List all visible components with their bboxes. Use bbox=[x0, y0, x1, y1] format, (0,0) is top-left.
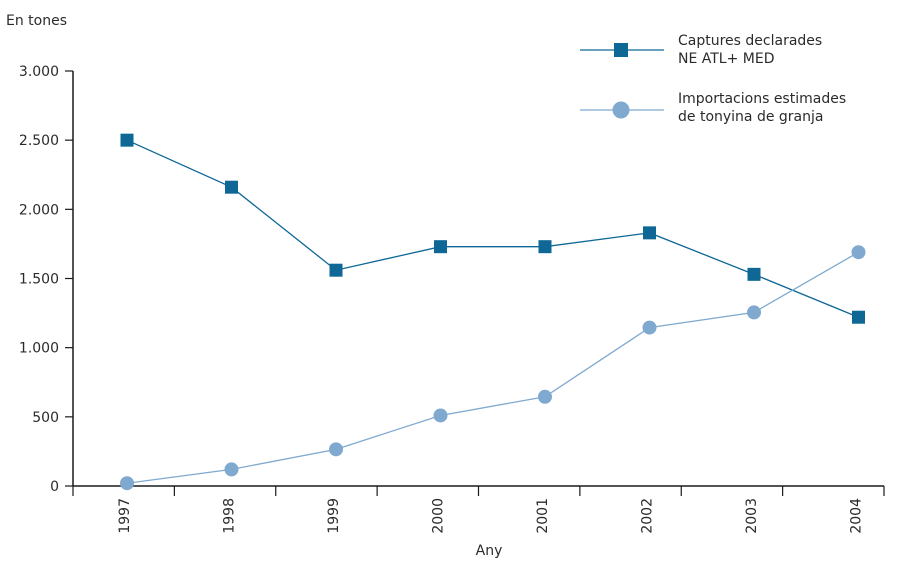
x-tick-label: 2002 bbox=[639, 498, 655, 534]
data-point bbox=[434, 240, 447, 254]
x-tick-label: 1997 bbox=[117, 498, 133, 534]
x-tick-label: 1998 bbox=[221, 498, 237, 534]
data-point bbox=[224, 462, 239, 477]
data-point bbox=[329, 442, 343, 457]
series-layer bbox=[120, 133, 866, 491]
data-point bbox=[851, 245, 866, 260]
x-tick-label: 2003 bbox=[744, 498, 760, 534]
x-axis-label: Any bbox=[476, 543, 503, 559]
data-point bbox=[538, 240, 552, 254]
data-point bbox=[642, 320, 657, 335]
y-tick-label: 2.500 bbox=[19, 133, 59, 149]
legend-item-1: Captures declarades NE ATL+ MED bbox=[580, 33, 822, 67]
x-tick-label: 2001 bbox=[535, 498, 551, 534]
data-point bbox=[329, 263, 343, 277]
legend-label-line-2: NE ATL+ MED bbox=[678, 51, 775, 67]
series-1 bbox=[120, 133, 865, 324]
series-2 bbox=[120, 245, 866, 491]
data-point bbox=[852, 310, 865, 324]
series-line bbox=[126, 139, 859, 318]
y-tick-label: 2.000 bbox=[19, 202, 59, 218]
data-point bbox=[747, 305, 761, 320]
x-tick-label: 2000 bbox=[430, 498, 446, 534]
y-tick-label: 1.500 bbox=[19, 272, 59, 288]
data-point bbox=[747, 267, 761, 281]
data-point bbox=[225, 180, 238, 194]
data-point bbox=[120, 476, 134, 491]
y-tick-label: 1.000 bbox=[19, 341, 59, 357]
legend-label-line-1: Importacions estimades bbox=[678, 91, 846, 107]
data-point bbox=[433, 408, 448, 423]
y-axis-label: En tones bbox=[6, 13, 67, 29]
legend-marker bbox=[612, 101, 630, 119]
legend-marker bbox=[614, 43, 628, 57]
series-line bbox=[126, 251, 859, 484]
x-axis: 1997 1998 1999 2000 2001 2002 2003 2004 bbox=[72, 485, 885, 534]
y-tick-label: 0 bbox=[50, 479, 59, 495]
legend-label-line-2: de tonyina de granja bbox=[678, 109, 823, 125]
legend-label-line-1: Captures declarades bbox=[678, 33, 822, 49]
legend: Captures declarades NE ATL+ MED Importacio… bbox=[580, 33, 846, 125]
data-point bbox=[643, 226, 656, 240]
x-tick-label: 1999 bbox=[326, 498, 342, 534]
legend-item-2: Importacions estimades de tonyina de gran… bbox=[580, 91, 846, 125]
y-tick-label: 500 bbox=[32, 410, 59, 426]
x-tick-label: 2004 bbox=[848, 498, 864, 534]
y-axis: 0 500 1.000 1.500 2.000 2.500 3.000 bbox=[19, 64, 74, 495]
data-point bbox=[538, 389, 552, 404]
data-point bbox=[120, 133, 134, 147]
y-tick-label: 3.000 bbox=[19, 64, 59, 80]
